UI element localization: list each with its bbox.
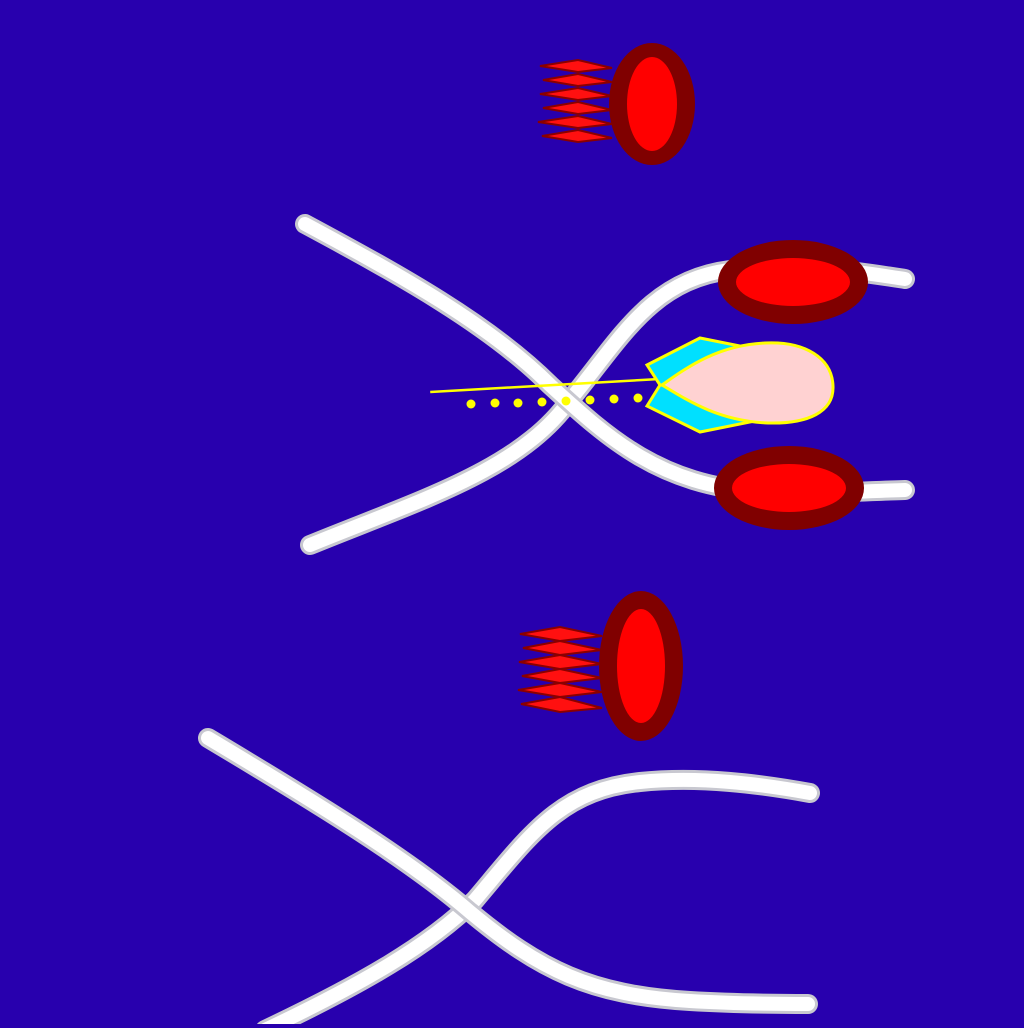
trail-dot — [513, 398, 523, 408]
bottom-emitter — [517, 591, 683, 741]
flame — [521, 667, 603, 685]
flame — [537, 114, 613, 130]
trail-dot — [537, 397, 547, 407]
flame — [518, 653, 603, 671]
trail-dot — [585, 395, 595, 405]
probe — [430, 336, 835, 434]
upper-ring-top — [718, 240, 868, 324]
top-emitter — [537, 43, 695, 165]
upper-panel — [295, 214, 915, 555]
flame — [539, 86, 613, 102]
flame — [522, 639, 603, 657]
flame — [542, 72, 613, 88]
flame — [542, 100, 613, 116]
trail-dot — [609, 394, 619, 404]
trail-dot — [490, 398, 500, 408]
upper-ring-bottom — [714, 446, 864, 530]
flame — [539, 58, 613, 74]
probe-nucleus — [659, 341, 835, 425]
top-emitter-flames — [537, 58, 613, 144]
flame — [517, 681, 603, 699]
trail-dot — [561, 396, 571, 406]
lower-fiber-b — [198, 728, 818, 1014]
flame — [519, 625, 603, 643]
flame — [541, 128, 613, 144]
trail-dot — [633, 393, 643, 403]
trail-dot — [466, 399, 476, 409]
flame — [520, 695, 603, 714]
probe-trail-line — [430, 377, 660, 394]
lower-panel — [198, 728, 820, 1028]
probe-trail-dots — [466, 393, 643, 409]
bottom-emitter-ring-inner — [617, 609, 665, 723]
lower-fiber-a — [255, 769, 820, 1028]
bottom-emitter-flames — [517, 625, 603, 714]
top-emitter-ring-inner — [627, 57, 677, 151]
